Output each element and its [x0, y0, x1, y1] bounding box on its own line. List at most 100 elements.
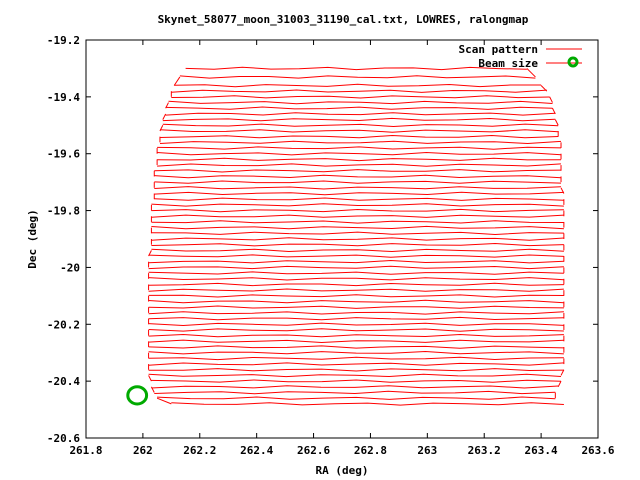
scan-row	[148, 305, 564, 309]
x-tick-label: 262.4	[240, 444, 273, 457]
scan-row	[159, 129, 559, 133]
scan-row	[157, 146, 562, 150]
x-tick-label: 263.6	[581, 444, 614, 457]
scan-row	[154, 186, 562, 190]
scan-row	[151, 385, 559, 389]
scan-row	[157, 157, 562, 162]
scan-row	[148, 277, 564, 281]
scan-row	[151, 220, 564, 224]
y-axis-label: Dec (deg)	[26, 209, 39, 269]
scan-turnaround	[554, 119, 559, 126]
beam-circle	[126, 385, 149, 406]
scan-turnaround	[557, 380, 562, 388]
scan-row	[168, 100, 553, 105]
y-tick-label: -19.8	[47, 205, 80, 218]
scan-row	[157, 151, 562, 156]
scan-row	[148, 259, 564, 264]
scan-row	[148, 254, 564, 258]
scan-row	[148, 339, 564, 344]
scan-turnaround	[526, 68, 536, 78]
scan-row	[151, 237, 564, 241]
scan-turnaround	[549, 96, 553, 103]
scan-row	[151, 208, 564, 213]
y-tick-label: -19.6	[47, 148, 80, 161]
y-tick-label: -20.4	[47, 375, 80, 388]
scan-row	[171, 402, 564, 406]
scan-row	[148, 282, 564, 287]
scan-row	[154, 197, 564, 201]
y-tick-label: -20	[60, 261, 80, 274]
legend-entry-scan-pattern: Scan pattern	[459, 43, 538, 56]
scan-row	[154, 191, 564, 196]
scan-row	[174, 83, 542, 88]
scan-row	[165, 106, 553, 110]
scan-row	[148, 350, 564, 355]
scan-row	[148, 362, 564, 366]
scan-row	[162, 123, 559, 128]
x-axis-label: RA (deg)	[316, 464, 369, 477]
x-tick-label: 263	[417, 444, 437, 457]
scan-row	[148, 322, 564, 327]
scan-turnaround	[165, 102, 169, 109]
scan-row	[171, 89, 547, 93]
scan-row	[185, 66, 527, 71]
x-tick-label: 262.6	[297, 444, 330, 457]
scan-turnaround	[156, 397, 172, 405]
y-tick-label: -19.4	[47, 91, 80, 104]
scan-row	[148, 271, 564, 275]
scan-row	[157, 396, 556, 400]
scan-row	[157, 163, 562, 167]
scan-row	[148, 328, 564, 332]
scan-row	[151, 203, 564, 207]
scan-row	[151, 231, 564, 236]
x-tick-label: 262.2	[183, 444, 216, 457]
legend-swatch-circle	[567, 56, 579, 68]
legend-entry-beam-size: Beam size	[478, 57, 538, 70]
scan-row	[148, 368, 564, 372]
scan-row	[151, 242, 564, 247]
legend-swatch-beam-size	[546, 56, 582, 68]
scan-pattern-series	[148, 66, 565, 406]
x-tick-label: 261.8	[69, 444, 102, 457]
scan-row	[148, 345, 564, 349]
scan-turnaround	[560, 187, 565, 194]
scan-row	[171, 95, 550, 99]
scan-row	[148, 316, 564, 321]
y-tick-label: -20.2	[47, 318, 80, 331]
scan-turnaround	[540, 85, 548, 92]
scan-turnaround	[148, 250, 152, 257]
chart-title: Skynet_58077_moon_31003_31190_cal.txt, L…	[158, 13, 529, 26]
scan-row	[165, 112, 556, 116]
scan-row	[148, 265, 564, 270]
scan-row	[159, 140, 562, 145]
scan-row	[148, 333, 564, 338]
scan-row	[148, 299, 564, 304]
y-tick-label: -19.2	[47, 34, 80, 47]
scan-row	[162, 117, 556, 122]
scan-row	[154, 180, 562, 184]
scan-turnaround	[162, 113, 167, 120]
scan-turnaround	[159, 125, 164, 132]
scan-row	[148, 294, 564, 298]
scan-turnaround	[148, 375, 152, 382]
y-tick-label: -20.6	[47, 432, 80, 445]
scan-row	[179, 75, 536, 79]
scan-row	[148, 356, 564, 361]
scan-row	[148, 373, 562, 378]
scan-row	[148, 311, 564, 315]
scan-row	[151, 379, 562, 383]
scan-row	[154, 169, 562, 173]
scan-row	[151, 225, 564, 230]
scan-row	[151, 248, 564, 253]
x-axis-ticks: 261.8 262 262.2 262.4 262.6 262.8 263 263.2 263.…	[69, 40, 615, 457]
chart-legend: Scan pattern Beam size	[459, 43, 582, 70]
x-tick-label: 263.2	[468, 444, 501, 457]
plot-frame	[85, 39, 599, 439]
scan-row	[159, 134, 559, 139]
scan-row	[154, 174, 562, 179]
scan-turnaround	[560, 369, 565, 376]
beam-size-series	[126, 385, 149, 406]
scan-row	[154, 390, 556, 395]
x-tick-label: 263.4	[525, 444, 558, 457]
